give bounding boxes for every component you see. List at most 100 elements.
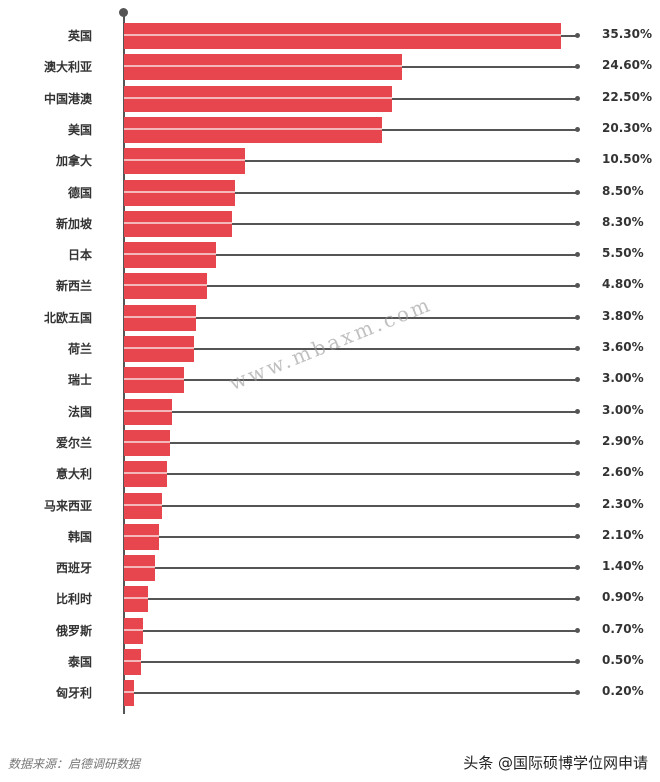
value-label: 5.50%	[602, 246, 644, 260]
leader-end-dot	[575, 346, 580, 351]
category-label: 马来西亚	[43, 499, 92, 513]
category-label: 澳大利亚	[43, 60, 92, 74]
leader-line	[167, 473, 577, 475]
value-label: 10.50%	[602, 152, 652, 166]
category-label: 加拿大	[55, 154, 92, 168]
bar	[124, 86, 392, 112]
leader-line	[155, 567, 577, 569]
data-source-note: 数据来源：启德调研数据	[8, 757, 141, 771]
value-label: 3.60%	[602, 340, 644, 354]
bar-row: 荷兰 3.60%	[0, 336, 660, 362]
leader-end-dot	[575, 690, 580, 695]
bar	[124, 148, 245, 174]
value-label: 2.10%	[602, 528, 644, 542]
leader-end-dot	[575, 659, 580, 664]
leader-line	[148, 598, 577, 600]
category-label: 新加坡	[55, 217, 92, 231]
y-axis-line	[123, 12, 125, 714]
bar	[124, 524, 159, 550]
leader-end-dot	[575, 596, 580, 601]
leader-end-dot	[575, 221, 580, 226]
bar-row: 俄罗斯 0.70%	[0, 618, 660, 644]
category-label: 瑞士	[67, 373, 92, 387]
value-label: 0.70%	[602, 622, 644, 636]
bar-row: 法国 3.00%	[0, 399, 660, 425]
bar	[124, 493, 162, 519]
leader-end-dot	[575, 503, 580, 508]
category-label: 德国	[67, 186, 92, 200]
leader-line	[561, 35, 577, 37]
value-label: 3.00%	[602, 371, 644, 385]
value-label: 0.20%	[602, 684, 644, 698]
leader-end-dot	[575, 409, 580, 414]
leader-end-dot	[575, 127, 580, 132]
value-label: 2.60%	[602, 465, 644, 479]
bar-row: 中国港澳 22.50%	[0, 86, 660, 112]
leader-line	[382, 129, 577, 131]
category-label: 中国港澳	[43, 92, 92, 106]
category-label: 荷兰	[67, 342, 92, 356]
bar-row: 泰国 0.50%	[0, 649, 660, 675]
leader-end-dot	[575, 33, 580, 38]
leader-line	[194, 348, 577, 350]
leader-end-dot	[575, 64, 580, 69]
leader-line	[143, 630, 577, 632]
bar-row: 瑞士 3.00%	[0, 367, 660, 393]
bar	[124, 367, 184, 393]
leader-line	[172, 411, 577, 413]
bar-row: 西班牙 1.40%	[0, 555, 660, 581]
leader-end-dot	[575, 440, 580, 445]
bar	[124, 618, 143, 644]
value-label: 22.50%	[602, 90, 652, 104]
leader-end-dot	[575, 471, 580, 476]
category-label: 法国	[67, 405, 92, 419]
bar-row: 匈牙利 0.20%	[0, 680, 660, 706]
category-label: 新西兰	[55, 279, 92, 293]
leader-line	[392, 98, 577, 100]
bar	[124, 336, 194, 362]
bar	[124, 211, 232, 237]
value-label: 3.00%	[602, 403, 644, 417]
category-label: 北欧五国	[43, 311, 92, 325]
bar	[124, 273, 207, 299]
leader-end-dot	[575, 534, 580, 539]
bar-row: 爱尔兰 2.90%	[0, 430, 660, 456]
bar-row: 日本 5.50%	[0, 242, 660, 268]
category-label: 意大利	[55, 467, 92, 481]
bar-row: 新加坡 8.30%	[0, 211, 660, 237]
leader-line	[196, 317, 577, 319]
bar-row: 美国 20.30%	[0, 117, 660, 143]
category-label: 比利时	[55, 592, 92, 606]
value-label: 20.30%	[602, 121, 652, 135]
bar	[124, 242, 216, 268]
category-label: 俄罗斯	[55, 624, 92, 638]
value-label: 2.90%	[602, 434, 644, 448]
value-label: 8.30%	[602, 215, 644, 229]
leader-line	[402, 66, 577, 68]
leader-line	[162, 505, 577, 507]
value-label: 1.40%	[602, 559, 644, 573]
category-label: 西班牙	[55, 561, 92, 575]
bar-row: 韩国 2.10%	[0, 524, 660, 550]
bar-row: 北欧五国 3.80%	[0, 305, 660, 331]
leader-line	[207, 285, 577, 287]
value-label: 0.90%	[602, 590, 644, 604]
category-label: 泰国	[67, 655, 92, 669]
leader-end-dot	[575, 283, 580, 288]
value-label: 24.60%	[602, 58, 652, 72]
bar	[124, 430, 170, 456]
value-label: 0.50%	[602, 653, 644, 667]
category-label: 英国	[67, 29, 92, 43]
author-credit: 头条 @国际硕博学位网申请	[463, 754, 648, 772]
bar	[124, 649, 141, 675]
bar-row: 马来西亚 2.30%	[0, 493, 660, 519]
bar	[124, 180, 235, 206]
bar	[124, 117, 382, 143]
bar	[124, 586, 148, 612]
leader-end-dot	[575, 190, 580, 195]
bar	[124, 305, 196, 331]
bar	[124, 54, 402, 80]
leader-line	[216, 254, 577, 256]
leader-end-dot	[575, 315, 580, 320]
leader-line	[184, 379, 577, 381]
